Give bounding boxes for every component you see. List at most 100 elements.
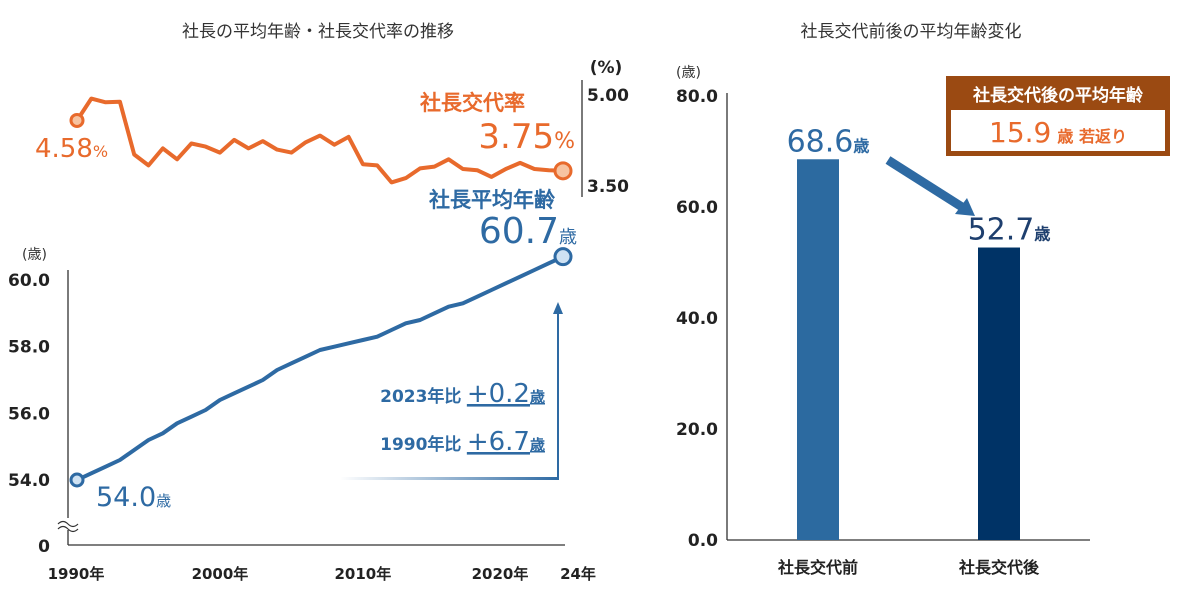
rate-point <box>146 163 150 167</box>
rate-point <box>218 151 222 155</box>
bar-value-label: 68.6歳 <box>787 124 870 159</box>
age-point <box>204 408 208 412</box>
age-point <box>118 458 122 462</box>
rate-point <box>289 151 293 155</box>
rate-point <box>118 100 122 104</box>
rate-point <box>432 165 436 169</box>
rate-point <box>347 135 351 139</box>
annotation-2023: 2023年比 +0.2歳 <box>380 379 545 409</box>
bar-axis-tick: 80.0 <box>676 87 718 107</box>
decrease-arrow-icon <box>885 156 975 216</box>
rate-point <box>247 146 251 150</box>
year-axis-tick: 2020年 <box>472 565 529 583</box>
age-point <box>461 301 465 305</box>
bar-axis-tick: 20.0 <box>676 420 718 440</box>
bar <box>978 247 1020 540</box>
rate-point <box>418 166 422 170</box>
year-axis-tick: 2000年 <box>192 565 249 583</box>
rate-point <box>189 142 193 146</box>
badge-inner <box>951 110 1165 151</box>
age-point <box>347 341 351 345</box>
age-axis-tick: 54.0 <box>8 471 50 491</box>
rate-point <box>204 145 208 149</box>
age-point <box>261 378 265 382</box>
arrow-up-icon <box>553 302 563 314</box>
rate-point <box>490 175 494 179</box>
rate-point <box>447 157 451 161</box>
age-start-label: 54.0歳 <box>96 482 171 513</box>
age-point <box>132 448 136 452</box>
badge-value: 15.9 歳 若返り <box>989 116 1127 149</box>
rate-point <box>547 168 551 172</box>
age-axis-tick: 56.0 <box>8 404 50 424</box>
rate-point <box>232 138 236 142</box>
annotation-bracket-bottom <box>340 477 559 480</box>
rate-series-label: 社長交代率 <box>419 91 525 115</box>
age-point <box>69 472 85 488</box>
age-axis-unit: (歳) <box>22 247 47 263</box>
bar-value-label: 52.7歳 <box>968 213 1051 248</box>
age-point <box>447 305 451 309</box>
rate-point <box>504 167 508 171</box>
age-point <box>361 338 365 342</box>
age-point <box>218 398 222 402</box>
age-point <box>532 268 536 272</box>
bar-axis-tick: 0.0 <box>688 531 718 551</box>
rate-point <box>89 97 93 101</box>
age-point <box>89 471 93 475</box>
year-axis-tick: 24年 <box>560 565 596 583</box>
axis-break-icon <box>57 518 79 533</box>
rate-point <box>161 146 165 150</box>
age-point <box>504 281 508 285</box>
age-point <box>189 415 193 419</box>
rate-point <box>475 168 479 172</box>
rate-point <box>332 143 336 147</box>
rate-point <box>389 180 393 184</box>
age-point <box>375 335 379 339</box>
rate-point <box>532 167 536 171</box>
rate-point <box>275 148 279 152</box>
rate-point <box>518 161 522 165</box>
rate-point <box>461 167 465 171</box>
left-chart-title: 社長の平均年齢・社長交代率の推移 <box>182 22 454 42</box>
rate-end-label: 3.75% <box>478 117 575 157</box>
age-point <box>475 295 479 299</box>
bar-axis-tick: 60.0 <box>676 198 718 218</box>
rate-point <box>304 140 308 144</box>
age-point <box>232 391 236 395</box>
age-point <box>432 311 436 315</box>
rate-point <box>375 163 379 167</box>
bar-axis-unit: (歳) <box>676 65 701 81</box>
annotation-1990: 1990年比 +6.7歳 <box>380 427 545 457</box>
right-chart-title: 社長交代前後の平均年齢変化 <box>801 22 1022 42</box>
age-point <box>389 328 393 332</box>
rate-point <box>261 139 265 143</box>
year-axis-tick: 2010年 <box>335 565 392 583</box>
age-point <box>304 355 308 359</box>
rate-axis-unit: (%) <box>590 58 623 78</box>
age-point <box>553 247 573 267</box>
bar <box>797 159 839 540</box>
bar-category-label: 社長交代前 <box>777 558 858 577</box>
rate-point <box>318 134 322 138</box>
age-series-label: 社長平均年齢 <box>428 188 556 212</box>
rate-axis-tick: 5.00 <box>587 86 629 106</box>
age-axis-tick: 60.0 <box>8 271 50 291</box>
rate-point <box>104 100 108 104</box>
bar-category-label: 社長交代後 <box>958 558 1040 577</box>
rate-point <box>361 162 365 166</box>
bar-axis-tick: 40.0 <box>676 309 718 329</box>
rate-start-label: 4.58% <box>35 134 108 164</box>
rate-point <box>175 157 179 161</box>
age-point <box>490 288 494 292</box>
age-axis-tick: 58.0 <box>8 338 50 358</box>
age-point <box>104 465 108 469</box>
age-point <box>418 318 422 322</box>
age-axis-tick: 0 <box>38 537 50 557</box>
age-end-label: 60.7歳 <box>479 211 577 252</box>
age-point <box>547 261 551 265</box>
badge-title: 社長交代後の平均年齢 <box>972 85 1144 106</box>
age-point <box>161 431 165 435</box>
age-point <box>275 368 279 372</box>
